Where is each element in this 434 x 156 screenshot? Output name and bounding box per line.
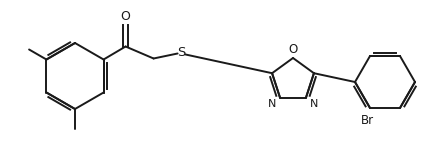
Text: N: N — [268, 99, 276, 109]
Text: S: S — [178, 46, 186, 59]
Text: O: O — [121, 10, 131, 22]
Text: Br: Br — [361, 114, 374, 127]
Text: O: O — [288, 43, 298, 56]
Text: N: N — [310, 99, 318, 109]
